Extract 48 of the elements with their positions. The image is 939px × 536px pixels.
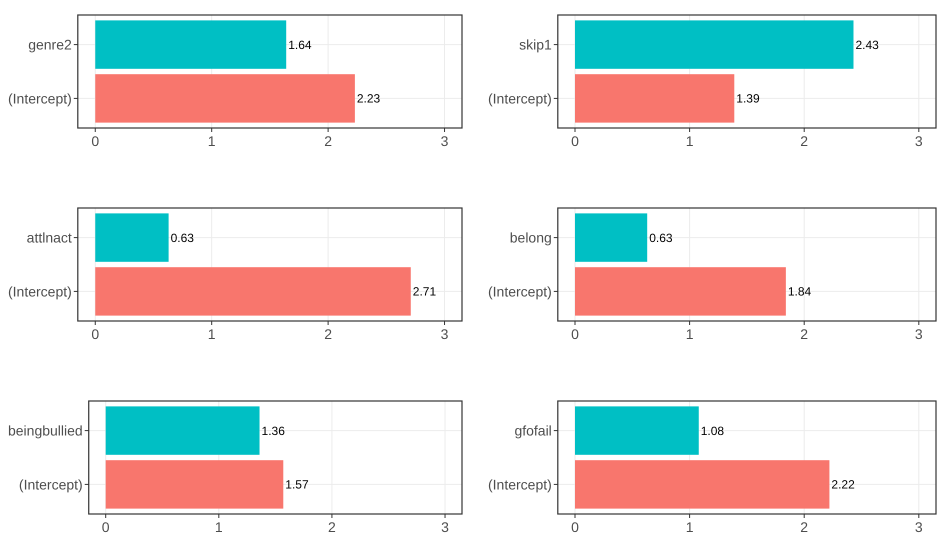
data-label: 1.39 (736, 92, 760, 106)
x-tick-label: 1 (208, 133, 216, 149)
y-tick-label: (Intercept) (488, 476, 552, 492)
x-tick-label: 0 (571, 519, 580, 535)
x-tick-label: 2 (324, 133, 332, 149)
y-tick-label: belong (510, 229, 552, 246)
y-tick-label: attlnact (26, 229, 72, 246)
x-tick-label: 0 (571, 133, 580, 149)
x-tick-label: 3 (914, 519, 923, 535)
x-tick-label: 1 (208, 326, 216, 342)
x-tick-label: 2 (328, 519, 336, 535)
y-tick-label: genre2 (28, 36, 72, 52)
x-tick-label: 2 (324, 326, 332, 342)
y-tick-label: beingbullied (8, 422, 83, 438)
x-tick-label: 0 (102, 519, 110, 535)
x-tick-label: 0 (91, 133, 100, 149)
y-tick-label: (Intercept) (8, 283, 72, 300)
x-tick-label: 3 (440, 326, 449, 342)
y-tick-label: gfofail (514, 422, 552, 438)
x-tick-label: 2 (800, 519, 808, 535)
data-label: 1.84 (788, 284, 812, 299)
x-tick-label: 2 (800, 133, 808, 149)
y-tick-label: (Intercept) (488, 90, 552, 106)
x-tick-label: 3 (914, 326, 923, 342)
x-tick-label: 2 (800, 326, 808, 342)
data-label: 1.08 (700, 424, 724, 438)
x-tick-label: 0 (571, 326, 580, 342)
x-tick-label: 1 (686, 326, 694, 342)
data-label: 2.43 (855, 38, 880, 52)
y-tick-label: (Intercept) (18, 476, 83, 492)
x-tick-label: 3 (441, 519, 450, 535)
data-label: 0.63 (649, 230, 673, 245)
x-tick-label: 3 (440, 133, 449, 149)
data-label: 2.23 (356, 92, 381, 106)
data-label: 2.22 (831, 478, 856, 492)
y-tick-label: skip1 (519, 36, 552, 52)
data-label: 1.36 (262, 424, 286, 438)
x-tick-label: 1 (214, 519, 223, 535)
y-tick-label: (Intercept) (8, 90, 72, 106)
y-tick-label: (Intercept) (488, 283, 552, 300)
x-tick-label: 1 (686, 133, 694, 149)
data-label: 2.71 (412, 284, 436, 299)
data-label: 0.63 (170, 230, 194, 245)
x-tick-label: 3 (914, 133, 923, 149)
x-tick-label: 1 (686, 519, 694, 535)
data-label: 1.64 (288, 38, 312, 52)
x-tick-label: 0 (91, 326, 100, 342)
data-label: 1.57 (285, 478, 309, 492)
